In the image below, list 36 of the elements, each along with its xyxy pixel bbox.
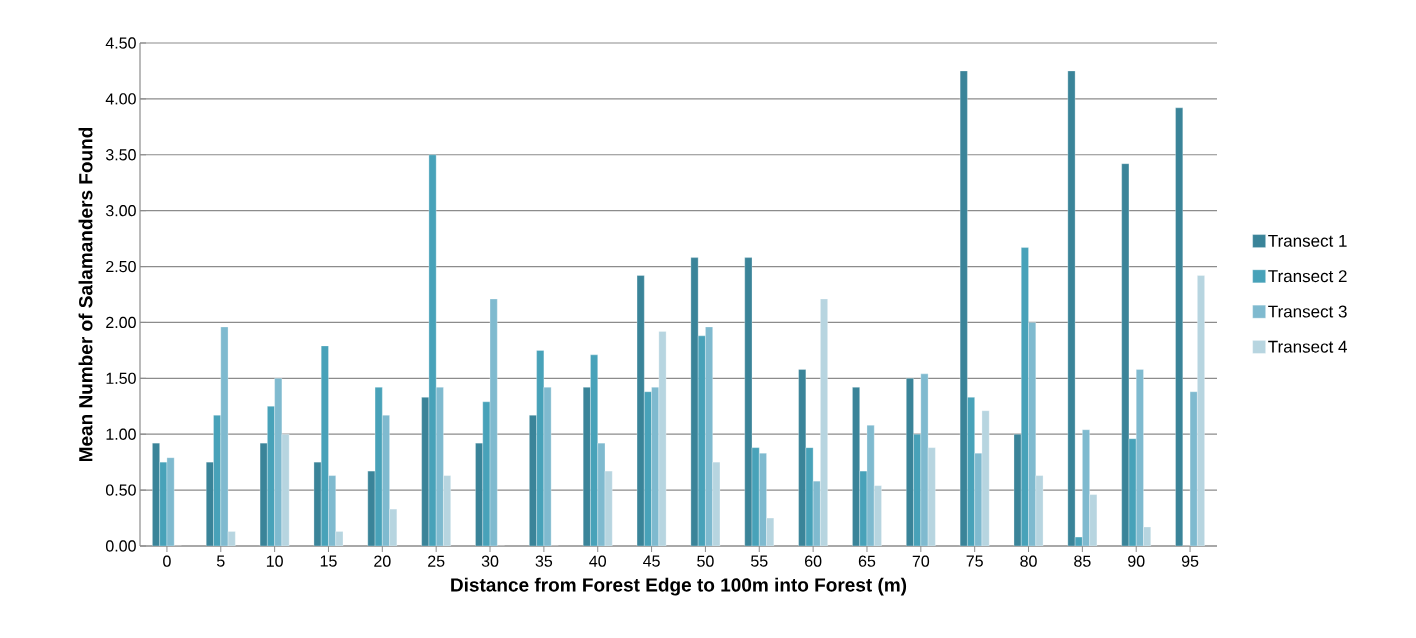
x-tick-label: 80 <box>1020 555 1037 567</box>
x-tick-label: 35 <box>535 555 553 567</box>
y-tick-label: 4.00 <box>105 93 136 105</box>
x-tick-label: 10 <box>266 555 283 567</box>
y-tick-label: 0.50 <box>105 484 136 496</box>
y-tick-label: 1.50 <box>106 372 136 384</box>
x-tick-label: 65 <box>858 555 876 567</box>
y-tick-label: 2.50 <box>106 260 136 273</box>
x-tick-label: 50 <box>697 555 714 567</box>
legend-label: Transect 2 <box>1268 270 1347 283</box>
x-tick-label: 75 <box>966 555 983 567</box>
x-tick-label: 5 <box>216 555 225 567</box>
y-tick-label: 0.00 <box>105 540 136 552</box>
x-tick-label: 60 <box>805 555 822 567</box>
y-tick-label: 2.00 <box>106 316 136 329</box>
y-tick-label: 3.00 <box>105 205 136 217</box>
legend-label: Transect 4 <box>1268 340 1347 353</box>
x-axis-title: Distance from Forest Edge to 100m into Forest (m) <box>451 577 907 596</box>
x-tick-label: 55 <box>751 555 768 567</box>
legend-label: Transect 3 <box>1268 305 1347 318</box>
x-tick-label: 90 <box>1128 555 1145 567</box>
x-tick-label: 15 <box>320 555 337 567</box>
x-tick-label: 40 <box>589 555 606 567</box>
y-tick-label: 1.00 <box>106 428 136 440</box>
y-tick-label: 3.50 <box>105 149 136 161</box>
x-tick-label: 30 <box>481 555 499 567</box>
legend-label: Transect 1 <box>1268 234 1347 247</box>
x-tick-label: 85 <box>1074 555 1091 567</box>
x-tick-label: 25 <box>428 555 445 567</box>
x-tick-label: 45 <box>643 555 660 567</box>
y-axis-title: Mean Number of Salamanders Found <box>78 127 93 462</box>
x-tick-label: 95 <box>1181 555 1199 567</box>
x-tick-label: 20 <box>374 555 391 567</box>
x-tick-label: 0 <box>163 555 171 567</box>
x-tick-label: 70 <box>912 555 930 567</box>
y-tick-label: 4.50 <box>105 37 136 49</box>
